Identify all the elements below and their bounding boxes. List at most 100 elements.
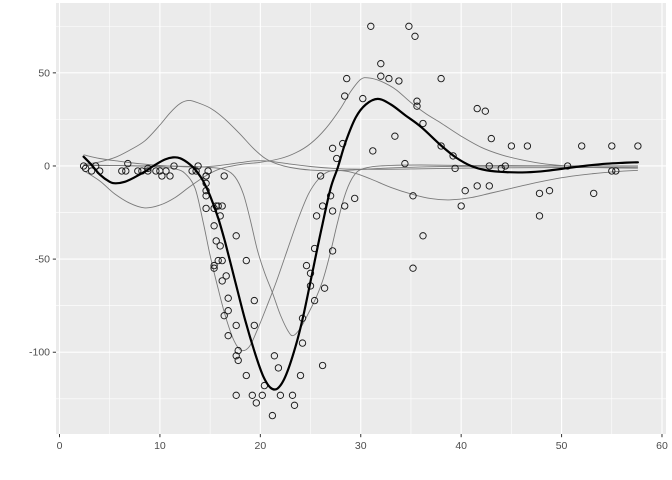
- data-point: [234, 356, 242, 365]
- data-point: [166, 172, 174, 180]
- data-point: [341, 202, 349, 210]
- data-point: [377, 72, 385, 80]
- data-point: [232, 321, 240, 330]
- data-point: [563, 162, 572, 170]
- data-point: [212, 237, 220, 245]
- data-point: [248, 391, 256, 399]
- data-point: [481, 107, 489, 115]
- data-point: [405, 22, 413, 30]
- data-point: [341, 92, 349, 100]
- data-point: [457, 202, 465, 210]
- data-point: [413, 97, 421, 105]
- data-point: [250, 296, 258, 305]
- data-point: [367, 22, 375, 30]
- data-point: [437, 142, 445, 150]
- data-point: [473, 182, 481, 190]
- data-point: [413, 102, 421, 110]
- component-bell-12-line: [83, 99, 638, 172]
- y-tick-label: -50: [35, 254, 50, 266]
- data-point: [535, 189, 544, 198]
- data-point: [473, 104, 481, 113]
- y-tick-label: 0: [44, 160, 50, 172]
- data-point: [310, 296, 319, 305]
- data-point: [202, 204, 210, 213]
- data-point: [501, 162, 509, 170]
- data-point: [222, 272, 230, 280]
- data-point: [485, 182, 493, 190]
- data-point: [250, 321, 258, 330]
- data-point: [437, 74, 445, 83]
- data-point: [401, 159, 409, 168]
- data-point: [507, 142, 516, 150]
- data-point: [328, 207, 337, 215]
- data-point: [590, 189, 598, 198]
- data-point: [152, 167, 160, 175]
- data-point: [276, 391, 285, 399]
- data-point: [409, 264, 417, 272]
- data-point: [252, 399, 260, 407]
- data-point: [216, 242, 224, 250]
- data-point: [343, 74, 351, 83]
- data-point: [608, 167, 616, 175]
- x-tick-label: 0: [57, 440, 63, 452]
- data-point: [124, 159, 132, 168]
- x-tick-label: 20: [254, 440, 266, 452]
- data-point: [204, 167, 212, 175]
- data-point: [218, 256, 226, 265]
- y-tick-label: 50: [38, 67, 50, 79]
- data-point: [274, 364, 283, 372]
- data-point: [288, 391, 297, 399]
- data-point: [419, 119, 427, 128]
- data-point: [312, 212, 321, 220]
- data-point: [487, 134, 495, 143]
- component-trough-18-line: [83, 164, 638, 352]
- data-point: [634, 142, 642, 150]
- y-tick-label: -100: [29, 347, 50, 359]
- data-point: [87, 167, 96, 175]
- data-point: [170, 162, 178, 170]
- data-point: [328, 144, 337, 152]
- data-point: [419, 232, 427, 240]
- x-tick-label: 50: [556, 440, 568, 452]
- data-point: [220, 172, 228, 180]
- data-point: [118, 167, 126, 175]
- data-point: [461, 187, 469, 195]
- data-point: [409, 192, 417, 200]
- data-point: [218, 277, 226, 285]
- x-tick-label: 10: [154, 440, 166, 452]
- data-point: [232, 232, 240, 240]
- data-point: [391, 132, 399, 140]
- data-point: [158, 172, 166, 180]
- data-point: [320, 284, 329, 292]
- data-point: [268, 411, 277, 420]
- data-point: [369, 147, 377, 155]
- data-point: [210, 264, 218, 272]
- data-point: [296, 371, 305, 380]
- data-point: [351, 194, 359, 203]
- data-point: [242, 371, 250, 380]
- data-point: [290, 401, 299, 409]
- data-point: [298, 339, 307, 347]
- data-point: [224, 332, 232, 340]
- data-point: [523, 142, 532, 150]
- data-point: [612, 167, 620, 175]
- data-point: [81, 164, 90, 173]
- data-point: [302, 261, 311, 270]
- data-point: [194, 162, 202, 170]
- component-flat-line: [83, 154, 638, 170]
- x-tick-label: 30: [355, 440, 367, 452]
- data-point: [385, 74, 393, 83]
- data-point: [258, 391, 266, 399]
- data-point: [79, 162, 88, 170]
- data-point: [210, 261, 218, 270]
- data-point: [192, 167, 200, 175]
- data-point: [232, 352, 240, 360]
- data-point: [395, 77, 403, 85]
- data-point: [318, 361, 327, 370]
- data-point: [451, 164, 459, 173]
- data-point: [608, 142, 616, 150]
- data-point: [270, 352, 279, 360]
- data-point: [545, 187, 554, 195]
